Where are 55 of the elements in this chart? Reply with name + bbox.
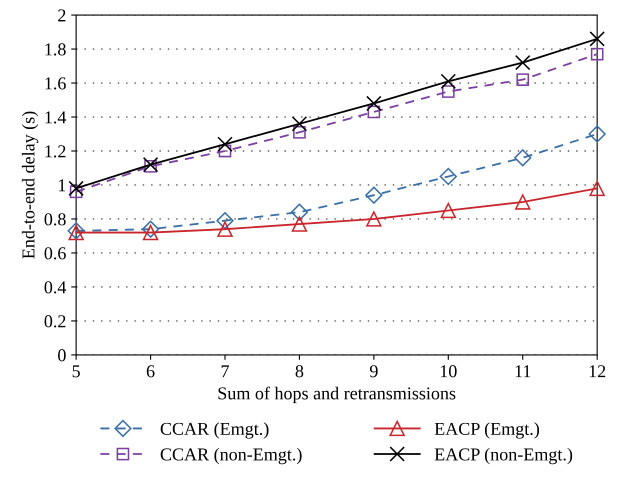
point [142, 156, 158, 172]
legend-label: EACP (non-Emgt.) [434, 448, 572, 464]
point [590, 48, 604, 60]
x-tick-label: 10 [440, 365, 457, 378]
point [70, 185, 82, 198]
x-tick-label: 11 [516, 365, 530, 378]
point [366, 96, 382, 112]
point [440, 168, 457, 186]
point [290, 204, 308, 221]
y-tick-label: 0.2 [44, 315, 66, 328]
y-tick-label: 1 [58, 179, 66, 192]
point [442, 85, 455, 98]
point [365, 186, 382, 204]
point [292, 216, 308, 232]
x-tick-label: 9 [370, 365, 378, 378]
y-tick-label: 1.2 [45, 145, 66, 158]
point [589, 31, 605, 47]
y-tick-label: 1.4 [45, 111, 66, 124]
point [440, 202, 456, 218]
point [515, 194, 530, 210]
y-tick-label: 1.8 [45, 43, 66, 56]
x-axis-title: Sum of hops and retransmissions [218, 386, 456, 404]
y-tick-label: 2 [58, 9, 66, 22]
point [514, 149, 532, 166]
x-tick-label: 7 [222, 365, 229, 378]
legend-label: CCAR (Emgt.) [160, 422, 268, 439]
legend-label: CCAR (non-Emgt.) [160, 448, 302, 464]
x-tick-label: 6 [146, 365, 155, 378]
x-tick-label: 5 [72, 365, 80, 378]
point [142, 220, 160, 238]
point [68, 180, 84, 196]
point [515, 54, 530, 70]
y-axis-title: End-to-end delay (s) [22, 112, 38, 259]
point [217, 136, 233, 152]
point [292, 116, 308, 132]
y-tick-label: 0.4 [44, 281, 66, 294]
x-tick-label: 8 [296, 365, 304, 378]
point [368, 106, 380, 118]
y-tick-label: 0.8 [44, 213, 66, 226]
point [293, 126, 306, 139]
point [516, 73, 530, 86]
legend-label: EACP (Emgt.) [434, 422, 540, 439]
point [216, 212, 234, 230]
y-tick-label: 1.6 [45, 77, 66, 90]
point [366, 211, 382, 227]
point [588, 125, 606, 143]
y-tick-label: 0.6 [44, 247, 66, 260]
x-tick-label: 12 [590, 365, 606, 378]
point [589, 180, 605, 196]
point [142, 224, 158, 240]
y-tick-label: 0 [58, 349, 66, 362]
point [217, 221, 233, 237]
point [440, 74, 456, 90]
point [144, 160, 157, 173]
point [218, 144, 232, 158]
